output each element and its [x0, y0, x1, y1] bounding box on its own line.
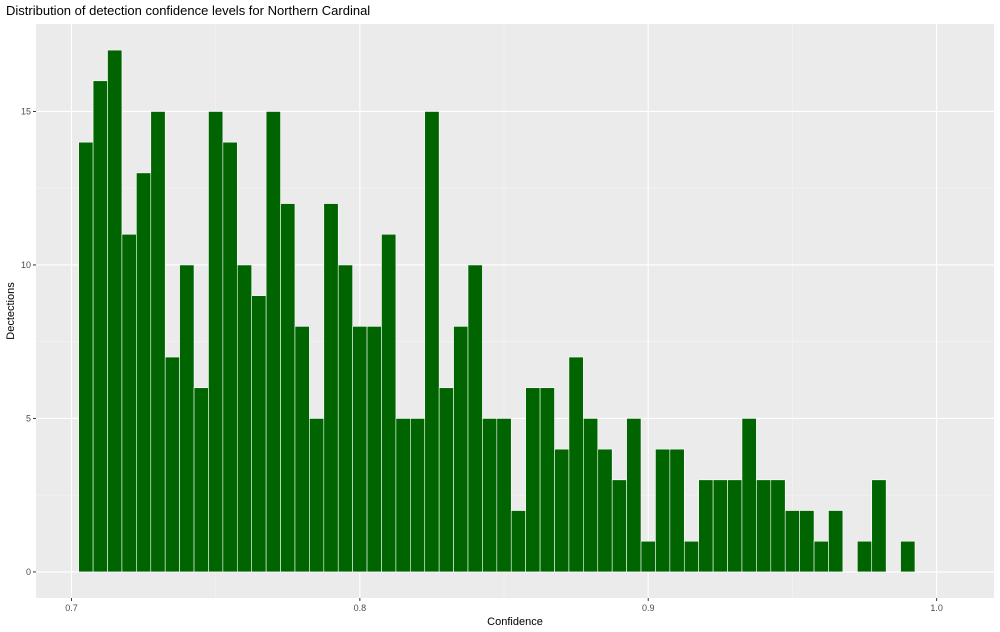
histogram-bar	[799, 510, 815, 573]
histogram-bar	[496, 418, 512, 573]
histogram-bar	[366, 326, 382, 573]
x-tick-label: 1.0	[930, 603, 943, 613]
histogram-bar	[280, 203, 296, 573]
histogram-bar	[251, 295, 267, 573]
y-axis: 0 5 10 15	[21, 106, 36, 577]
histogram-bar	[381, 233, 397, 573]
histogram-bar	[467, 264, 483, 573]
histogram-bar	[78, 141, 94, 573]
histogram-bar	[900, 540, 916, 573]
histogram-bar	[265, 111, 281, 573]
histogram-bar	[669, 448, 685, 573]
histogram-bar	[193, 387, 209, 573]
histogram-bar	[784, 510, 800, 573]
histogram-bars	[78, 49, 916, 573]
histogram-bar	[337, 264, 353, 573]
x-tick-label: 0.7	[65, 603, 78, 613]
x-axis: 0.7 0.8 0.9 1.0	[65, 598, 943, 613]
histogram-bar	[857, 540, 873, 573]
histogram-bar	[770, 479, 786, 573]
histogram-bar	[438, 387, 454, 573]
histogram-bar	[208, 111, 224, 573]
histogram-bar	[698, 479, 714, 573]
x-tick-label: 0.8	[354, 603, 367, 613]
histogram-bar	[554, 448, 570, 573]
y-tick-label: 5	[26, 413, 31, 423]
histogram-bar	[683, 540, 699, 573]
histogram-bar	[828, 510, 844, 573]
histogram-bar	[453, 326, 469, 573]
y-tick-label: 0	[26, 567, 31, 577]
histogram-bar	[136, 172, 152, 573]
histogram-bar	[712, 479, 728, 573]
histogram-bar	[323, 203, 339, 573]
histogram-bar	[871, 479, 887, 573]
histogram-bar	[222, 141, 238, 573]
x-tick-label: 0.9	[642, 603, 655, 613]
histogram-bar	[352, 326, 368, 573]
histogram-bar	[107, 49, 123, 573]
y-axis-label: Dectections	[5, 282, 17, 340]
histogram-bar	[539, 387, 555, 573]
histogram-bar	[410, 418, 426, 573]
histogram-bar	[236, 264, 253, 573]
histogram-bar	[92, 80, 108, 573]
histogram-bar	[727, 479, 743, 573]
histogram-bar	[164, 356, 180, 573]
histogram-bar	[179, 264, 195, 573]
y-tick-label: 15	[21, 106, 31, 116]
histogram-bar	[640, 540, 656, 573]
histogram-bar	[309, 418, 325, 573]
histogram-bar	[626, 418, 642, 573]
histogram-bar	[482, 418, 498, 573]
x-axis-label: Confidence	[487, 616, 543, 628]
histogram-bar	[583, 418, 599, 573]
histogram-bar	[655, 448, 671, 573]
histogram-bar	[756, 479, 772, 573]
histogram-bar	[525, 387, 541, 573]
chart-title: Distribution of detection confidence lev…	[6, 3, 371, 18]
histogram-bar	[597, 448, 613, 573]
histogram-bar	[611, 479, 627, 573]
histogram-bar	[813, 540, 829, 573]
histogram-bar	[121, 233, 137, 573]
y-tick-label: 10	[21, 260, 31, 270]
histogram-bar	[568, 356, 584, 573]
histogram-bar	[395, 418, 411, 573]
histogram-bar	[150, 111, 166, 573]
histogram-bar	[510, 510, 526, 573]
histogram-bar	[741, 418, 757, 573]
histogram-bar	[424, 111, 440, 573]
histogram-bar	[294, 326, 310, 573]
